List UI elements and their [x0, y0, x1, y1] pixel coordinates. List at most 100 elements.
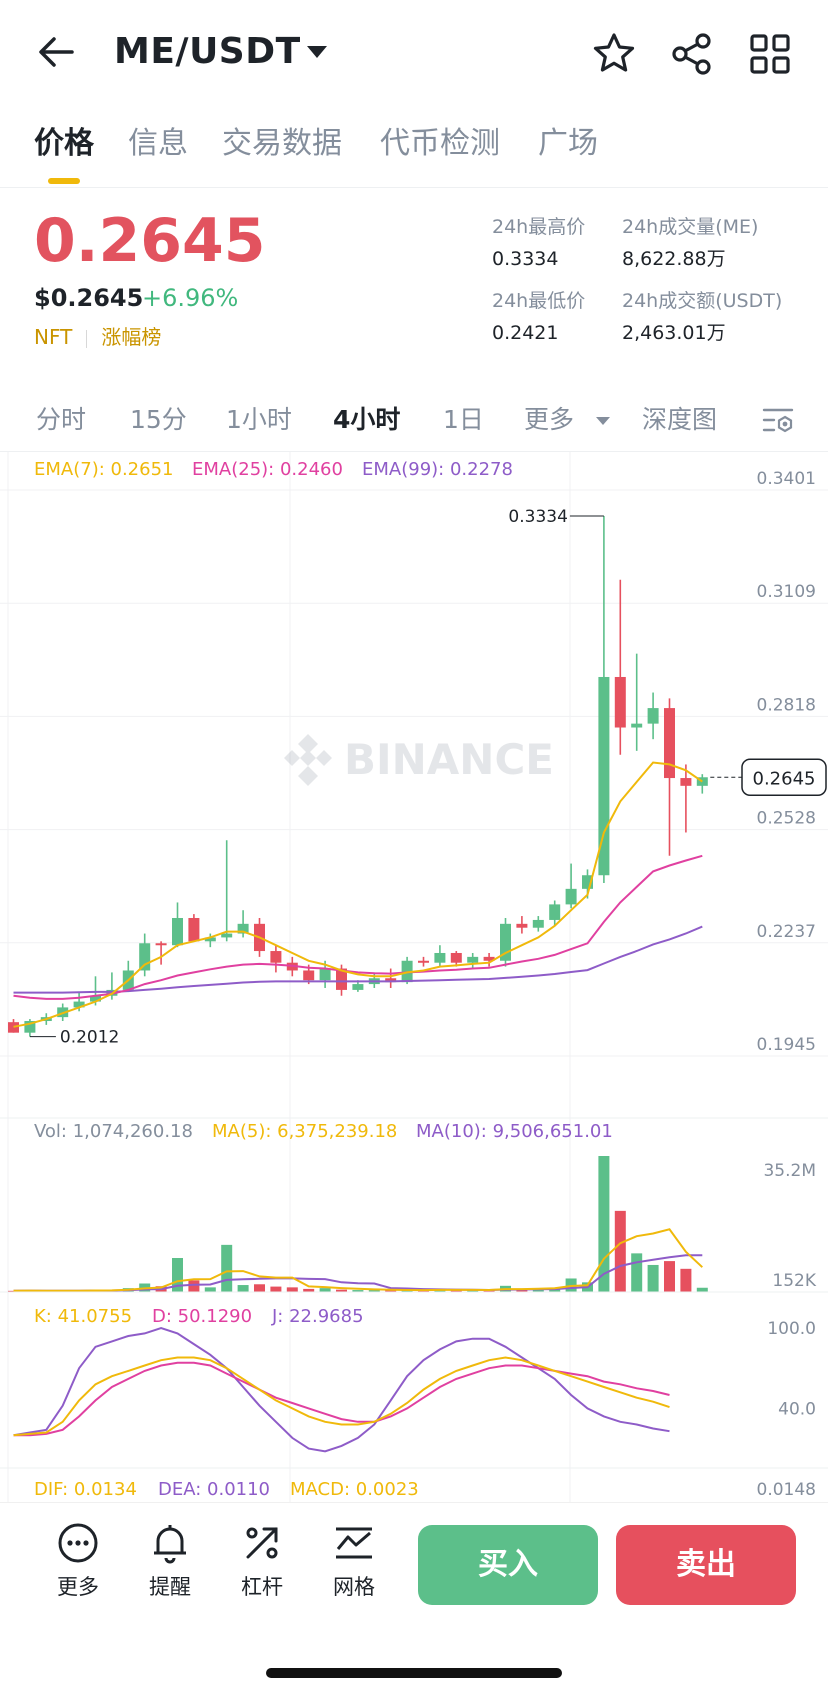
volume-bar — [270, 1286, 282, 1292]
candle-body — [352, 984, 364, 990]
chart-settings-icon[interactable] — [760, 402, 796, 438]
kdj-tick-label: 40.0 — [778, 1399, 816, 1419]
chart-grid — [0, 452, 828, 1502]
volume-bar — [204, 1287, 216, 1292]
sell-button[interactable]: 卖出 — [616, 1525, 796, 1605]
kdj-j-line — [13, 1326, 670, 1453]
high-marker: 0.3334 — [508, 507, 604, 527]
volume-bar — [598, 1156, 610, 1292]
candle-body — [204, 937, 216, 942]
bottom-action-bar: 更多 提醒 杠杆 网格 买入 卖出 — [0, 1502, 828, 1622]
buy-button[interactable]: 买入 — [418, 1525, 598, 1605]
watermark-text: BINANCE — [344, 735, 554, 784]
header-bar: ME/USDT — [0, 0, 828, 108]
ema25-line — [13, 854, 703, 1000]
low-marker: 0.2012 — [29, 1028, 119, 1048]
candle-body — [532, 919, 544, 928]
grid-icon[interactable] — [746, 30, 794, 78]
interval-timeline[interactable]: 分时 — [36, 405, 87, 434]
tab-square[interactable]: 广场 — [538, 126, 598, 161]
tab-trading-data[interactable]: 交易数据 — [222, 126, 342, 161]
binance-watermark: BINANCE — [284, 734, 554, 786]
leverage-button[interactable]: 杠杆 — [222, 1521, 302, 1601]
price-tick-label: 0.2528 — [757, 809, 816, 829]
ema99-legend: EMA(99): 0.2278 — [362, 459, 513, 480]
volume-bar — [664, 1261, 675, 1292]
volume-bar — [319, 1288, 331, 1292]
candle-body — [664, 708, 675, 779]
volume-bar — [237, 1285, 249, 1292]
binance-logo-icon — [284, 734, 332, 786]
alert-label: 提醒 — [149, 1575, 191, 1599]
candle-body — [237, 923, 249, 934]
price-tick-label: 0.2237 — [757, 922, 816, 942]
candle-body — [418, 960, 429, 963]
price-tick-label: 0.3401 — [757, 469, 816, 489]
candle-body — [73, 1001, 85, 1008]
ma10-legend: MA(10): 9,506,651.01 — [416, 1121, 613, 1142]
grid-label: 网格 — [333, 1575, 375, 1599]
interval-1h[interactable]: 1小时 — [226, 405, 292, 434]
bell-icon — [154, 1525, 186, 1564]
candle-body — [631, 723, 643, 728]
high-marker-text: 0.3334 — [508, 507, 567, 527]
tag-gainers[interactable]: 涨幅榜 — [101, 325, 162, 349]
depth-chart-tab[interactable]: 深度图 — [642, 405, 718, 434]
home-indicator — [266, 1668, 562, 1678]
grid-trading-button[interactable]: 网格 — [314, 1521, 394, 1601]
ema-lines — [13, 761, 703, 1028]
more-caret-icon[interactable] — [594, 414, 612, 428]
candle-body — [434, 952, 446, 963]
price-change: +6.96% — [142, 284, 239, 312]
interval-4h[interactable]: 4小时 — [333, 405, 401, 434]
candle-body — [647, 708, 659, 724]
caret-down-icon[interactable] — [304, 42, 330, 62]
interval-15m[interactable]: 15分 — [130, 405, 187, 434]
interval-1d[interactable]: 1日 — [443, 405, 484, 434]
more-button[interactable]: 更多 — [38, 1521, 118, 1601]
high-label: 24h最高价 — [492, 216, 586, 238]
ema7-line — [13, 761, 703, 1028]
tab-bar: 价格 信息 交易数据 代币检测 广场 — [0, 108, 828, 188]
volume-bar — [221, 1244, 233, 1292]
star-icon[interactable] — [590, 30, 638, 78]
back-arrow-icon[interactable] — [34, 30, 78, 74]
leverage-label: 杠杆 — [241, 1575, 283, 1599]
volume-bar — [450, 1290, 462, 1292]
volume-bar — [631, 1253, 643, 1292]
low-label: 24h最低价 — [492, 290, 586, 312]
volume-bar — [385, 1290, 397, 1292]
share-icon[interactable] — [668, 30, 716, 78]
tag-nft[interactable]: NFT — [34, 325, 73, 349]
volume-bar — [680, 1268, 692, 1292]
volume-bar — [172, 1258, 183, 1292]
candle-body — [450, 952, 462, 963]
volume-bar — [188, 1280, 200, 1292]
candle-body — [319, 968, 331, 981]
pair-title[interactable]: ME/USDT — [114, 31, 301, 72]
candle-body — [24, 1021, 36, 1033]
ema25-legend: EMA(25): 0.2460 — [192, 459, 343, 480]
interval-bar: 分时 15分 1小时 4小时 1日 更多 深度图 — [0, 392, 828, 452]
volume-axis: 35.2M 152K — [763, 1161, 816, 1291]
tab-token-check[interactable]: 代币检测 — [380, 126, 500, 161]
kdj-axis: 100.0 40.0 — [767, 1319, 816, 1419]
volume-tick-label: 35.2M — [763, 1161, 816, 1181]
volume-ma-lines — [13, 1228, 703, 1292]
alert-button[interactable]: 提醒 — [130, 1521, 210, 1601]
tab-info[interactable]: 信息 — [128, 126, 188, 161]
candle-body — [483, 956, 495, 961]
interval-more[interactable]: 更多 — [524, 405, 575, 434]
vol-legend: Vol: 1,074,260.18 — [34, 1121, 193, 1142]
volume-quote-label: 24h成交额(USDT) — [622, 290, 783, 312]
candle-body — [90, 995, 101, 1002]
price-axis: 0.3401 0.3109 0.2818 0.2528 0.2237 0.1945 — [757, 469, 816, 1055]
kline-chart[interactable]: BINANCE EMA(7): 0.2651 EMA(25): 0.2460 E… — [0, 452, 828, 1502]
price-tick-label: 0.2818 — [757, 695, 816, 715]
tag-divider — [86, 329, 88, 348]
volume-base-value: 8,622.88万 — [622, 248, 726, 270]
candle-body — [614, 676, 626, 728]
tab-price[interactable]: 价格 — [34, 126, 94, 161]
candle-body — [549, 904, 561, 920]
candle-body — [221, 933, 233, 938]
